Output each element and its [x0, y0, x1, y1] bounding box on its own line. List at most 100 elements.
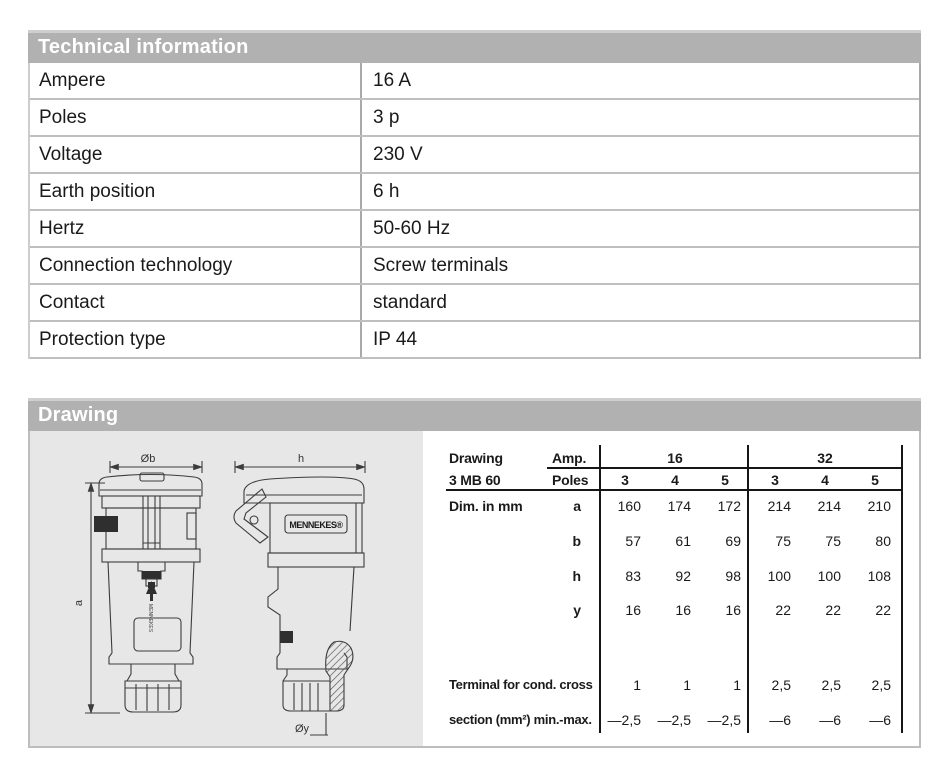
dim-value: 83: [625, 568, 641, 584]
dim-value: 108: [867, 568, 891, 584]
row-value: standard: [373, 291, 447, 313]
terminal-value: 2,5: [821, 677, 841, 693]
dimensions-table: Drawing 3 MB 60 Amp. Poles 16 32 3 4 5 3…: [423, 431, 919, 746]
dimension-label-a: a: [73, 599, 85, 606]
table-row: Contact standard: [30, 285, 919, 322]
row-value: 230 V: [373, 143, 423, 165]
table-rule: [547, 467, 903, 469]
dim-row-label: b: [572, 533, 581, 549]
dimension-label-b: Øb: [141, 453, 156, 465]
dim-value: 69: [725, 533, 741, 549]
dim-value: 75: [775, 533, 791, 549]
dim-value: 16: [725, 602, 741, 618]
table-row: Poles 3 p: [30, 100, 919, 137]
dim-value: 22: [825, 602, 841, 618]
row-label: Poles: [30, 100, 362, 135]
technical-drawing: Øb a: [30, 431, 423, 746]
dim-value: 80: [875, 533, 891, 549]
amp-header: Amp.: [552, 450, 587, 466]
table-row: Voltage 230 V: [30, 137, 919, 174]
brand-label: MENNEKES®: [289, 520, 343, 530]
dim-value: 22: [775, 602, 791, 618]
dimension-label-h: h: [298, 453, 304, 465]
table-divider: [747, 445, 749, 733]
dimension-label-y: Øy: [295, 723, 310, 735]
terminal-value: —2,5: [657, 712, 691, 728]
table-row: Hertz 50-60 Hz: [30, 211, 919, 248]
poles-header: Poles: [552, 472, 589, 488]
dim-value: 214: [817, 498, 841, 514]
dim-value: 75: [825, 533, 841, 549]
terminal-value: 2,5: [771, 677, 791, 693]
dim-caption: Dim. in mm: [449, 498, 523, 514]
lid-clip: [233, 488, 269, 544]
table-title-line1: Drawing: [449, 450, 503, 466]
dim-value: 92: [675, 568, 691, 584]
row-label: Connection technology: [30, 248, 362, 283]
row-label: Ampere: [30, 63, 362, 98]
dim-value: 174: [667, 498, 691, 514]
dim-row-label: h: [572, 568, 581, 584]
dim-value: 57: [625, 533, 641, 549]
poles-value: 4: [821, 472, 829, 488]
technical-information-section: Technical information Ampere 16 A Poles …: [28, 30, 921, 359]
row-value: Screw terminals: [373, 254, 509, 276]
poles-value: 4: [671, 472, 679, 488]
row-label: Protection type: [30, 322, 362, 357]
table-row: Ampere 16 A: [30, 63, 919, 100]
dim-value: 100: [817, 568, 841, 584]
dim-value: 214: [767, 498, 791, 514]
terminal-value: —6: [869, 712, 891, 728]
technical-information-header: Technical information: [28, 30, 921, 63]
dim-value: 16: [625, 602, 641, 618]
poles-value: 3: [621, 472, 629, 488]
row-label: Voltage: [30, 137, 362, 172]
terminal-value: —2,5: [707, 712, 741, 728]
drawing-header: Drawing: [28, 398, 921, 431]
technical-information-title: Technical information: [38, 36, 249, 58]
row-value: IP 44: [373, 328, 418, 350]
terminal-value: —2,5: [607, 712, 641, 728]
poles-value: 5: [721, 472, 729, 488]
terminal-value: 1: [683, 677, 691, 693]
cross-section-hatch: [325, 640, 354, 712]
side-label-plate: [280, 631, 293, 643]
table-rule: [446, 489, 903, 491]
amp-group: 16: [667, 450, 683, 466]
dim-row-label: y: [573, 602, 581, 618]
terminal-value: 1: [733, 677, 741, 693]
terminal-value: —6: [819, 712, 841, 728]
drawing-section: Drawing Øb: [28, 398, 921, 748]
dim-value: 22: [875, 602, 891, 618]
side-view-drawing: h MENNEKES®: [233, 453, 367, 736]
dim-value: 172: [717, 498, 741, 514]
row-label: Hertz: [30, 211, 362, 246]
poles-value: 5: [871, 472, 879, 488]
table-title-line2: 3 MB 60: [449, 472, 501, 488]
front-label-plate: [94, 516, 118, 532]
terminal-caption-line1: Terminal for cond. cross: [449, 677, 593, 692]
table-row: Earth position 6 h: [30, 174, 919, 211]
poles-value: 3: [771, 472, 779, 488]
row-label: Earth position: [30, 174, 362, 209]
dim-value: 100: [767, 568, 791, 584]
table-divider: [599, 445, 601, 733]
row-value: 50-60 Hz: [373, 217, 451, 239]
dim-value: 16: [675, 602, 691, 618]
terminal-value: —6: [769, 712, 791, 728]
terminal-caption-line2: section (mm²) min.-max.: [449, 712, 592, 727]
dim-row-label: a: [573, 498, 581, 514]
row-value: 3 p: [373, 106, 400, 128]
table-divider: [901, 445, 903, 733]
terminal-value: 2,5: [871, 677, 891, 693]
drawing-title: Drawing: [38, 404, 119, 426]
connector-drawing-svg: Øb a: [73, 453, 367, 736]
dim-value: 98: [725, 568, 741, 584]
technical-information-table: Ampere 16 A Poles 3 p Voltage 230 V Eart…: [28, 63, 921, 359]
front-view-drawing: Øb a: [73, 453, 204, 715]
dim-value: 160: [617, 498, 641, 514]
table-row: Protection type IP 44: [30, 322, 919, 359]
amp-group: 32: [817, 450, 833, 466]
table-row: Connection technology Screw terminals: [30, 248, 919, 285]
